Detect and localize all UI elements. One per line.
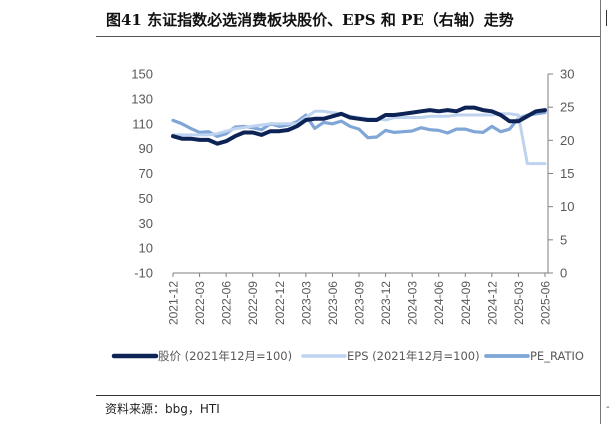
right-axis-tick-label: 0 [560, 266, 567, 281]
left-axis-tick-label: 70 [139, 166, 153, 181]
legend-label: 股价 (2021年12月=100) [158, 349, 292, 363]
x-axis-tick-label: 2022-03 [193, 281, 207, 325]
x-axis-tick-label: 2024-03 [406, 281, 420, 325]
left-axis-tick-label: 150 [131, 67, 153, 82]
left-axis-tick-label: 130 [131, 91, 153, 106]
x-axis-tick-label: 2025-06 [539, 281, 553, 325]
legend-label: PE_RATIO [530, 349, 584, 363]
x-axis-tick-label: 2022-06 [220, 281, 234, 325]
bottom-divider [96, 395, 600, 396]
x-axis-tick-label: 2021-12 [167, 281, 181, 325]
price-series-line [171, 105, 547, 146]
x-axis-tick-label: 2025-03 [512, 281, 526, 325]
x-axis-tick-label: 2023-12 [379, 281, 393, 325]
x-axis-tick-label: 2023-03 [299, 281, 313, 325]
pe-series-line [171, 110, 547, 140]
x-axis-tick-label: 2022-09 [246, 281, 260, 325]
left-axis-tick-label: 30 [139, 216, 153, 231]
right-axis-tick-label: 30 [560, 67, 574, 82]
left-axis-tick-label: 50 [139, 191, 153, 206]
right-panel-fragment: - [606, 402, 610, 413]
title-bar: 图41 东证指数必选消费板块股价、EPS 和 PE（右轴）走势 [96, 0, 600, 37]
left-axis-tick-label: 110 [132, 116, 153, 131]
x-axis-tick-label: 2024-06 [432, 281, 446, 325]
x-axis-tick-label: 2023-06 [326, 281, 340, 325]
right-border [600, 0, 601, 424]
x-axis-tick-label: 2024-12 [485, 281, 499, 325]
right-axis-tick-label: 25 [560, 100, 574, 115]
figure-title: 图41 东证指数必选消费板块股价、EPS 和 PE（右轴）走势 [106, 11, 514, 29]
right-axis-tick-label: 20 [560, 133, 574, 148]
left-axis-tick-label: -10 [134, 266, 153, 281]
right-axis-tick-label: 5 [560, 232, 567, 247]
left-axis-tick-label: 90 [139, 141, 153, 156]
right-panel-edge [606, 10, 615, 26]
legend-label: EPS (2021年12月=100) [347, 349, 480, 363]
left-axis-tick-label: 10 [139, 241, 153, 256]
right-axis-tick-label: 15 [560, 166, 574, 181]
right-axis-tick-label: 10 [560, 199, 574, 214]
x-axis-tick-label: 2024-09 [459, 281, 473, 325]
source-note: 资料来源：bbg，HTI [105, 402, 220, 416]
x-axis-tick-label: 2022-12 [273, 281, 287, 325]
x-axis-tick-label: 2023-09 [353, 281, 367, 325]
